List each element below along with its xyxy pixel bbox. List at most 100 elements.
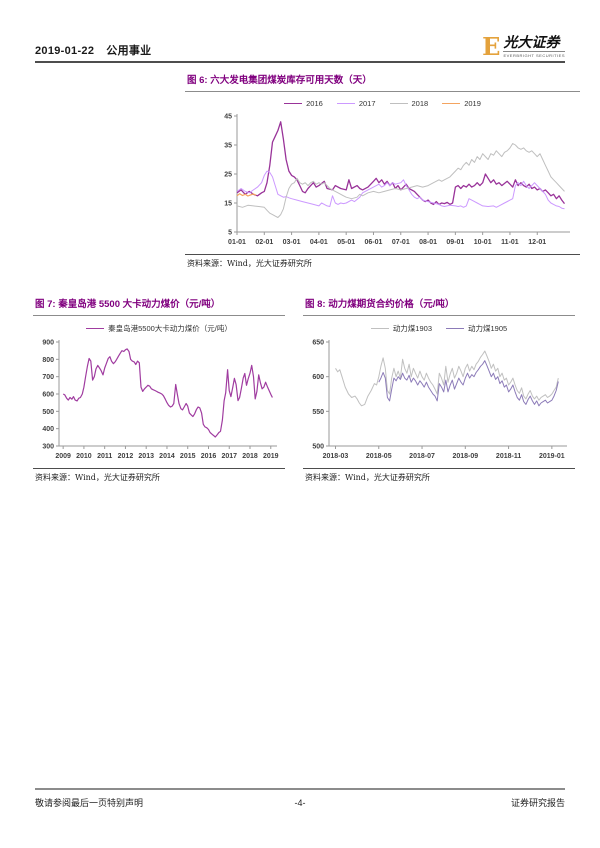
figure-7-title: 图 7: 秦皇岛港 5500 大卡动力煤价（元/吨）: [33, 296, 285, 316]
legend-item: 2018: [389, 99, 429, 108]
data-series-line: [236, 121, 566, 206]
data-series-line: [62, 348, 273, 438]
legend-item: 秦皇岛港5500大卡动力煤价（元/吨）: [86, 323, 232, 334]
y-axis-tick-label: 500: [42, 409, 54, 416]
x-axis-tick-label: 2016: [201, 453, 217, 460]
figure-8-legend: 动力煤1903 动力煤1905: [303, 316, 575, 336]
header-title: 2019-01-22 公用事业: [35, 42, 151, 58]
figure-7-legend: 秦皇岛港5500大卡动力煤价（元/吨）: [33, 316, 285, 336]
y-axis-tick-label: 500: [312, 444, 324, 451]
y-axis-tick-label: 600: [42, 392, 54, 399]
x-axis-tick-label: 09-01: [446, 239, 464, 246]
report-date: 2019-01-22: [35, 45, 95, 57]
x-axis-tick-label: 04-01: [310, 239, 328, 246]
x-axis-tick-label: 2015: [180, 453, 196, 460]
data-series-line: [236, 193, 257, 197]
y-axis-tick-label: 700: [42, 374, 54, 381]
x-axis-tick-label: 2018: [242, 453, 258, 460]
line-chart-canvas: 5 15 25 35 45 01-01 02-01 03-01 04-01 05-01 06-01 0…: [224, 114, 570, 246]
legend-item: 动力煤1903: [370, 323, 432, 334]
data-series-line: [236, 143, 565, 218]
legend-item: 2016: [284, 99, 323, 108]
y-axis-tick-label: 550: [312, 409, 324, 416]
footer-report-type: 证券研究报告: [510, 796, 565, 809]
y-axis-tick-label: 300: [42, 444, 54, 451]
y-axis-tick-label: 35: [224, 143, 232, 150]
legend-label: 秦皇岛港5500大卡动力煤价（元/吨）: [108, 324, 232, 333]
legend-line-swatch-icon: [284, 103, 303, 104]
legend-item: 动力煤1905: [446, 323, 507, 334]
legend-label: 2017: [358, 99, 376, 108]
figure-8-title: 图 8: 动力煤期货合约价格（元/吨）: [303, 296, 575, 316]
y-axis-tick-label: 15: [224, 201, 232, 208]
figure-8: 图 8: 动力煤期货合约价格（元/吨） 动力煤1903 动力煤1905 500 55…: [303, 296, 575, 483]
x-axis-tick-label: 2019: [263, 453, 279, 460]
y-axis-tick-label: 5: [228, 230, 232, 237]
x-axis-tick-label: 08-01: [419, 239, 437, 246]
x-axis-tick-label: 03-01: [283, 239, 301, 246]
x-axis-tick-label: 2018-09: [452, 453, 478, 460]
legend-line-swatch-icon: [86, 328, 105, 329]
figure-7-source: 资料来源：Wind，光大证券研究所: [33, 468, 285, 483]
x-axis-tick-label: 2018-07: [409, 453, 435, 460]
report-section: 公用事业: [106, 45, 152, 57]
data-series-line: [378, 360, 559, 407]
figure-6-legend: 2016 2017 2018 2019: [185, 92, 580, 110]
legend-label: 2019: [464, 99, 481, 108]
legend-label: 动力煤1903: [392, 324, 432, 333]
y-axis-tick-label: 900: [42, 340, 54, 347]
x-axis-tick-label: 2014: [159, 453, 175, 460]
legend-line-swatch-icon: [336, 103, 355, 104]
x-axis-tick-label: 12-01: [528, 239, 546, 246]
figure-7: 图 7: 秦皇岛港 5500 大卡动力煤价（元/吨） 秦皇岛港5500大卡动力煤…: [33, 296, 285, 483]
legend-line-swatch-icon: [446, 328, 464, 329]
legend-line-swatch-icon: [370, 328, 389, 329]
x-axis-tick-label: 2011: [97, 453, 112, 460]
legend-label: 2016: [306, 99, 323, 108]
figure-6-chart: 5 15 25 35 45 01-01 02-01 03-01 04-01 05-01 06-01 0…: [185, 110, 580, 248]
legend-label: 动力煤1905: [468, 324, 508, 333]
x-axis-tick-label: 2009: [55, 453, 71, 460]
legend-item: 2019: [442, 99, 481, 108]
x-axis-tick-label: 2018-11: [496, 453, 521, 460]
legend-line-swatch-icon: [389, 103, 408, 104]
x-axis-tick-label: 2013: [138, 453, 154, 460]
x-axis-tick-label: 2010: [76, 453, 92, 460]
x-axis-tick-label: 2019-01: [539, 453, 565, 460]
line-chart-canvas: 300 400 500 600 700 800 900 2009 2010 2011 2012 201…: [42, 340, 279, 461]
logo-subtitle: EVERBRIGHT SECURITIES: [503, 51, 565, 58]
legend-item: 2017: [336, 99, 376, 108]
figure-8-chart: 500 550 600 650 2018-03 2018-05 2018-07 2018-09…: [303, 336, 575, 462]
figure-7-chart: 300 400 500 600 700 800 900 2009 2010 2011 2012 201…: [33, 336, 285, 462]
figure-6-title: 图 6: 六大发电集团煤炭库存可用天数（天）: [185, 72, 580, 92]
page-footer: -4- 敬请参阅最后一页特别声明 证券研究报告: [35, 788, 565, 809]
y-axis-tick-label: 25: [224, 172, 232, 179]
x-axis-tick-label: 2017: [221, 453, 237, 460]
y-axis-tick-label: 400: [42, 426, 54, 433]
x-axis-tick-label: 2018-05: [366, 453, 392, 460]
x-axis-tick-label: 06-01: [365, 239, 383, 246]
x-axis-tick-label: 2012: [118, 453, 134, 460]
figure-6: 图 6: 六大发电集团煤炭库存可用天数（天） 2016 2017 2018 2019 …: [185, 72, 580, 269]
data-series-line: [335, 350, 559, 407]
x-axis-tick-label: 02-01: [255, 239, 273, 246]
footer-disclaimer: 敬请参阅最后一页特别声明: [35, 796, 144, 809]
legend-line-swatch-icon: [442, 103, 461, 104]
x-axis-tick-label: 05-01: [337, 239, 355, 246]
page-header: 2019-01-22 公用事业 E 光大证券 EVERBRIGHT SECURIT…: [35, 28, 565, 63]
page-number: -4-: [294, 797, 306, 808]
y-axis-tick-label: 600: [312, 374, 324, 381]
figure-6-source: 资料来源：Wind，光大证券研究所: [185, 254, 580, 269]
y-axis-tick-label: 800: [42, 357, 54, 364]
brand-logo: E 光大证券 EVERBRIGHT SECURITIES: [482, 32, 565, 61]
legend-label: 2018: [411, 99, 429, 108]
x-axis-tick-label: 11-01: [501, 239, 519, 246]
y-axis-tick-label: 45: [224, 114, 232, 121]
x-axis-tick-label: 10-01: [474, 239, 492, 246]
logo-e-icon: E: [482, 32, 501, 61]
figure-8-source: 资料来源：Wind，光大证券研究所: [303, 468, 575, 483]
y-axis-tick-label: 650: [312, 340, 324, 347]
line-chart-canvas: 500 550 600 650 2018-03 2018-05 2018-07 2018-09…: [312, 340, 567, 460]
logo-name: 光大证券: [503, 35, 560, 51]
